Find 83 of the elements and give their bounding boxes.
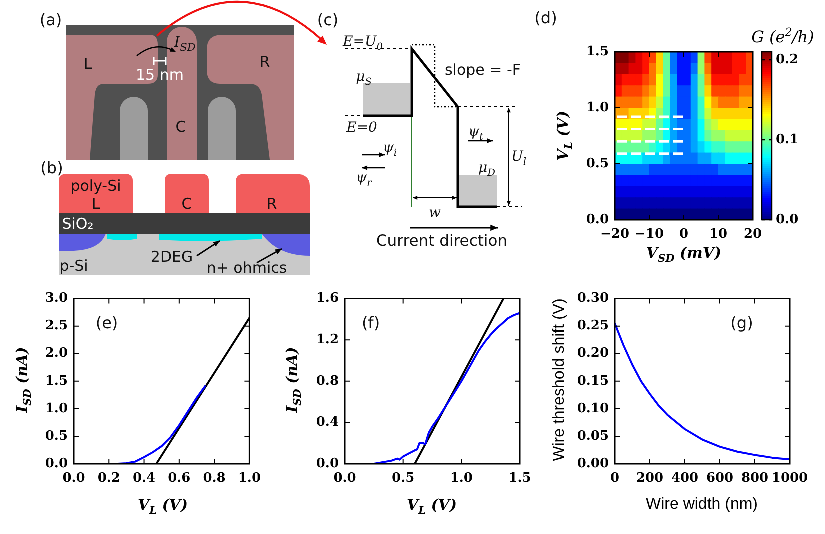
text: w <box>429 205 441 221</box>
y-tick-label: 0.10 <box>577 401 609 416</box>
text: Current direction <box>376 232 508 250</box>
annotation: (f) <box>362 314 380 332</box>
text: E=U$_{0}$ <box>343 34 383 53</box>
x-tick-label: 0 <box>610 471 620 486</box>
x-tick-label: 0.5 <box>392 471 415 486</box>
y-tick-label: 0.5 <box>45 428 68 444</box>
x-axis-title: V$_{L}$ (V) <box>138 496 188 517</box>
y-axis-title: Wire threshold shift (V) <box>551 298 569 462</box>
x-tick-label: 0 <box>679 227 689 242</box>
y-tick-label: 0.25 <box>577 318 609 334</box>
x-tick-label: 400 <box>671 471 699 486</box>
x-tick-label: 1.0 <box>450 471 473 486</box>
y-tick-label: 0.0 <box>586 212 609 228</box>
y-tick-label: 1.2 <box>316 332 339 348</box>
text: p-Si <box>60 257 88 275</box>
y-tick-label: 2.5 <box>45 318 68 334</box>
x-tick-label: 1000 <box>772 471 808 486</box>
text: poly-Si <box>70 177 122 195</box>
x-tick-label: −20 <box>600 227 630 242</box>
y-tick-label: 3.0 <box>45 291 68 306</box>
y-tick-label: 1.6 <box>316 291 339 306</box>
x-tick-label: −10 <box>635 227 664 242</box>
y-tick-label: 0.00 <box>577 456 609 472</box>
y-tick-label: 0.05 <box>577 428 609 444</box>
text: n+ ohmics <box>206 259 288 277</box>
text: L <box>92 195 100 213</box>
text: R <box>260 53 270 71</box>
x-tick-label: 0.0 <box>334 471 356 486</box>
text: (a) <box>40 10 62 30</box>
y-tick-label: 0.15 <box>577 374 609 389</box>
y-tick-label: 1.0 <box>586 100 609 116</box>
color-bar-label: 0.1 <box>776 132 799 148</box>
x-tick-label: 20 <box>744 227 762 242</box>
y-tick-label: 0.20 <box>577 346 609 362</box>
text: R <box>266 195 278 213</box>
y-tick-label: 0.4 <box>316 415 339 430</box>
x-tick-label: 0.6 <box>168 471 191 486</box>
x-tick-label: 800 <box>741 471 769 486</box>
x-tick-label: 1.0 <box>238 471 262 486</box>
y-tick-label: 0.0 <box>45 456 68 472</box>
text: U$_{l}$ <box>512 149 526 168</box>
text: C <box>176 118 186 136</box>
x-tick-label: 0.4 <box>132 471 156 486</box>
color-bar-title: G (e$^{2}$/h) <box>752 26 814 46</box>
x-tick-label: 200 <box>636 471 664 486</box>
text: μ$_{D}$ <box>478 160 496 179</box>
x-axis-title: V$_{SD}$ (mV) <box>646 244 722 265</box>
text: E=0 <box>346 120 378 136</box>
x-tick-label: 0.2 <box>98 471 120 486</box>
text: L <box>84 55 92 73</box>
text: (c) <box>317 10 339 30</box>
x-tick-label: 1.5 <box>508 471 532 486</box>
text: ψ$_{r}$ <box>356 170 372 189</box>
x-tick-label: 10 <box>709 227 728 242</box>
x-tick-label: 0.8 <box>203 471 226 486</box>
y-tick-label: 1.5 <box>45 374 68 389</box>
text: slope = -F <box>444 61 522 79</box>
y-tick-label: 0.30 <box>577 291 609 306</box>
y-tick-label: 0.5 <box>586 156 609 172</box>
text: I$_{SD}$ <box>174 33 196 54</box>
color-bar-label: 0.2 <box>776 52 799 68</box>
y-tick-label: 1.5 <box>586 44 609 60</box>
text: 2DEG <box>150 248 194 266</box>
text: (d) <box>534 8 558 28</box>
annotation: (g) <box>730 314 754 332</box>
y-tick-label: 2.0 <box>45 346 68 362</box>
y-tick-label: 1.0 <box>45 401 68 416</box>
text: SiO₂ <box>62 215 94 233</box>
text: (b) <box>40 158 64 178</box>
color-bar-label: 0.0 <box>776 212 799 228</box>
x-axis-title: V$_{L}$ (V) <box>406 496 458 517</box>
annotation: (e) <box>96 314 118 332</box>
y-tick-label: 0.0 <box>316 456 339 472</box>
x-axis-title: Wire width (nm) <box>646 496 758 514</box>
text: ψ$_{t}$ <box>468 124 484 143</box>
text: C <box>182 195 192 213</box>
text: μ$_{S}$ <box>356 69 372 88</box>
x-tick-label: 0.0 <box>62 471 86 486</box>
text: ψ$_{i}$ <box>382 140 398 159</box>
y-tick-label: 0.8 <box>316 374 339 389</box>
x-tick-label: 600 <box>706 471 734 486</box>
